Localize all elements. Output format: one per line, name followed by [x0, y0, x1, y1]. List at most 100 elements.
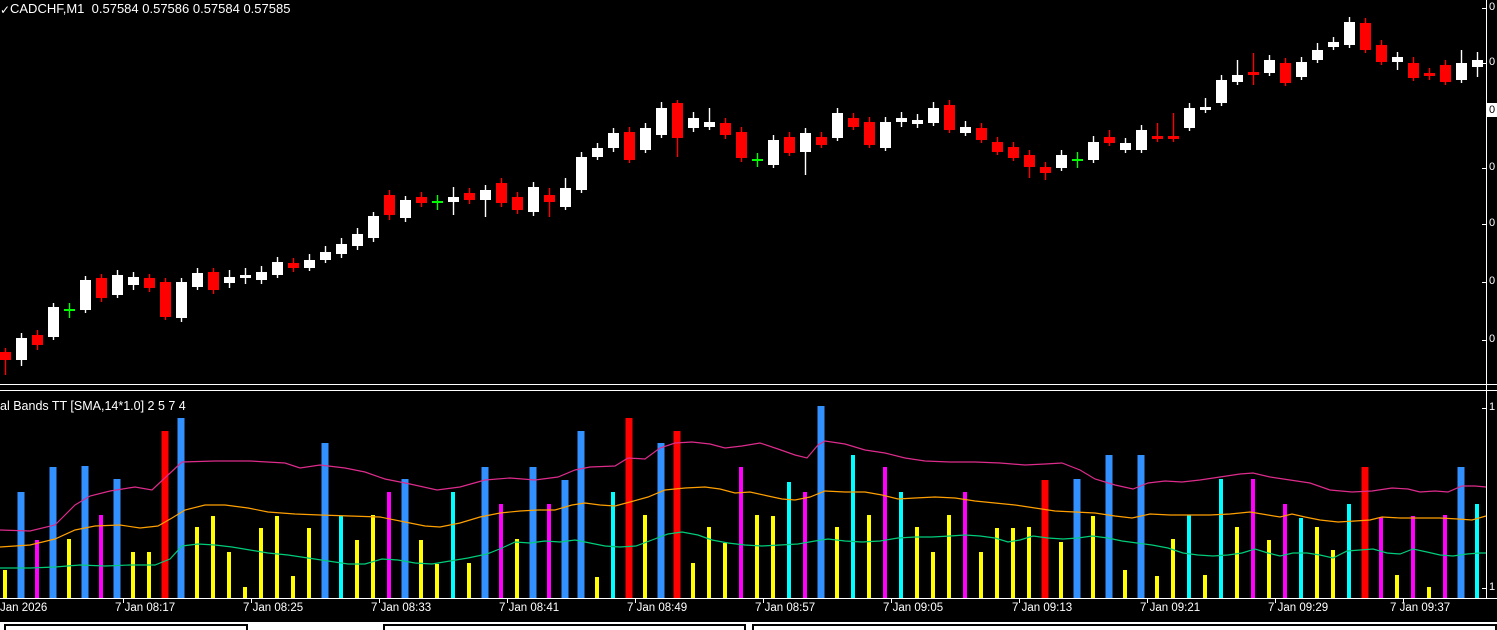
histogram-bar: [547, 504, 551, 598]
candle-body: [1168, 136, 1179, 139]
histogram-bar: [371, 515, 375, 598]
histogram-bar: [1011, 528, 1015, 598]
histogram-bar: [1219, 479, 1223, 598]
histogram-bar: [3, 570, 7, 598]
candle-body: [160, 282, 171, 317]
histogram-bar: [211, 516, 215, 598]
candle-body: [1152, 136, 1163, 139]
histogram-bar: [321, 443, 329, 598]
time-tick: [1147, 599, 1148, 603]
histogram-bar: [625, 418, 633, 598]
histogram-bar: [979, 552, 983, 598]
histogram-bar: [915, 527, 919, 598]
candle-body: [880, 122, 891, 148]
candle-body: [800, 133, 811, 152]
time-label: 7 Jan 08:41: [499, 602, 560, 614]
candle-body: [384, 195, 395, 215]
candle-body: [736, 132, 747, 158]
candle-body: [704, 122, 715, 127]
candle-body: [1424, 73, 1435, 76]
candle-body: [608, 133, 619, 148]
histogram-bar: [1137, 455, 1145, 598]
candle-body: [1296, 62, 1307, 77]
time-label: Jan 2026: [0, 602, 48, 614]
candle-body: [896, 118, 907, 122]
candle-body: [1360, 23, 1371, 50]
candle-body: [816, 137, 827, 145]
candle-body: [1264, 60, 1275, 73]
histogram-bar: [1251, 479, 1255, 598]
panel-splitter[interactable]: [0, 390, 1497, 391]
histogram-bar: [1091, 516, 1095, 598]
candle-body: [1056, 155, 1067, 168]
candle-body: [256, 272, 267, 280]
price-label: 0: [1489, 217, 1496, 229]
price-tick: [1482, 224, 1486, 225]
candle-body: [1232, 75, 1243, 82]
histogram-bar: [755, 515, 759, 598]
candle-body: [1008, 147, 1019, 158]
candle-body: [768, 140, 779, 165]
price-label: 0: [1489, 275, 1496, 287]
indicator-tick: [1482, 408, 1486, 409]
histogram-bar: [113, 479, 121, 598]
candle-body: [96, 278, 107, 298]
histogram-bar: [147, 552, 151, 598]
time-tick: [379, 599, 380, 603]
price-scale-axis-line[interactable]: [1486, 0, 1487, 599]
time-label: 7 Jan 09:29: [1268, 602, 1329, 614]
candle-body: [288, 263, 299, 268]
candle-body: [1040, 167, 1051, 173]
time-tick: [1275, 599, 1276, 603]
histogram-bar: [883, 467, 887, 598]
histogram-bar: [995, 528, 999, 598]
histogram-bar: [1457, 467, 1465, 598]
histogram-bar: [643, 515, 647, 598]
histogram-bar: [817, 406, 825, 598]
candle-body: [208, 272, 219, 290]
candle-body: [592, 148, 603, 157]
candle-body: [448, 197, 459, 202]
candle-body: [784, 137, 795, 153]
cutoff-panel-box: [383, 624, 746, 630]
time-scale-axis-line[interactable]: [0, 598, 1497, 599]
histogram-bar: [1155, 576, 1159, 598]
histogram-bar: [99, 515, 103, 598]
chart-title: CADCHF,M1 0.57584 0.57586 0.57584 0.5758…: [10, 1, 290, 16]
candle-body: [944, 105, 955, 130]
histogram-bar: [1203, 575, 1207, 598]
candle-body: [1184, 108, 1195, 128]
histogram-bar: [1235, 527, 1239, 598]
time-label: 7 Jan 09:05: [883, 602, 944, 614]
bottom-panel-strip: [0, 623, 1497, 630]
time-label: 7 Jan 09:37: [1390, 602, 1451, 614]
histogram-bar: [771, 516, 775, 598]
candle-body: [416, 197, 427, 203]
candle-body: [0, 352, 11, 360]
histogram-bar: [673, 431, 681, 598]
price-tick: [1482, 340, 1486, 341]
ohlc-values: 0.57584 0.57586 0.57584 0.57585: [91, 1, 291, 16]
histogram-bar: [481, 467, 489, 598]
candle-body: [912, 120, 923, 124]
histogram-bar: [1315, 527, 1319, 598]
candle-body: [1216, 80, 1227, 103]
candle-body: [1136, 130, 1147, 150]
histogram-bar: [131, 552, 135, 598]
time-tick: [251, 599, 252, 603]
histogram-bar: [947, 515, 951, 598]
candle-body: [80, 280, 91, 310]
histogram-bar: [787, 482, 791, 598]
time-tick: [507, 599, 508, 603]
panel-splitter[interactable]: [0, 384, 1497, 385]
time-tick: [1019, 599, 1020, 603]
histogram-bar: [1443, 515, 1447, 598]
candle-body: [576, 157, 587, 190]
histogram-bar: [401, 479, 409, 598]
candle-body: [1408, 63, 1419, 78]
histogram-bar: [835, 527, 839, 598]
histogram-bar: [1427, 587, 1431, 598]
candle-body: [992, 142, 1003, 152]
price-label: 0: [1489, 333, 1496, 345]
